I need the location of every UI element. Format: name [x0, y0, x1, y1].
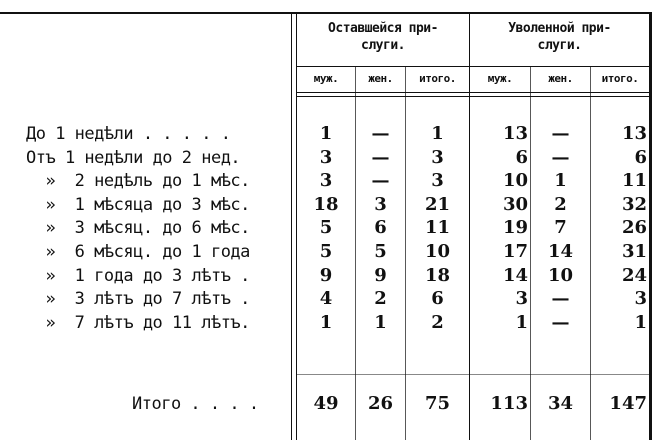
table-cell: 3 — [431, 146, 444, 168]
table-cell: 18 — [424, 264, 451, 286]
table-cell: 10 — [502, 170, 528, 192]
table-cell: 6 — [515, 146, 528, 168]
table-cell: 5 — [319, 241, 333, 262]
table-cell: 30 — [502, 193, 528, 215]
total-cell: 75 — [424, 393, 451, 414]
total-cell: 49 — [313, 393, 339, 414]
header-bottom-rule-2 — [297, 96, 649, 97]
table-cell: 6 — [374, 217, 387, 239]
table-cell: 10 — [547, 264, 574, 286]
column-header: итого. — [601, 72, 639, 85]
table-cell: 26 — [621, 217, 647, 239]
table-cell: 10 — [424, 241, 451, 262]
row-label: До 1 недѣли . . . . . — [26, 124, 231, 144]
row-label: » 1 мѣсяца до 3 мѣс. — [26, 194, 250, 215]
total-rule — [297, 374, 649, 375]
table-cell: 3 — [515, 288, 528, 310]
table-cell: — — [371, 123, 390, 144]
total-label: Итого . . . . — [132, 394, 259, 414]
table-cell: 3 — [374, 193, 387, 215]
table-cell: 3 — [319, 146, 333, 168]
table-cell: 5 — [374, 241, 387, 262]
table-cell: 32 — [621, 193, 647, 215]
row-label: » 2 недѣль до 1 мѣс. — [26, 171, 250, 192]
label-divider-1 — [291, 14, 292, 440]
row-label: » 3 лѣтъ до 7 лѣтъ . — [26, 289, 250, 310]
table-cell: — — [371, 146, 390, 168]
label-divider-2 — [296, 14, 297, 440]
table-cell: 3 — [319, 170, 333, 192]
table-cell: 11 — [424, 217, 451, 239]
column-divider — [530, 67, 531, 440]
total-cell: 147 — [609, 393, 647, 414]
table-cell: 3 — [634, 288, 647, 310]
column-divider — [405, 67, 406, 440]
column-divider — [355, 67, 356, 440]
total-cell: 34 — [547, 393, 574, 414]
table-cell: — — [551, 123, 570, 144]
table-cell: 1 — [431, 123, 444, 144]
table-cell: 14 — [547, 241, 574, 262]
row-label: » 7 лѣтъ до 11 лѣтъ. — [26, 312, 250, 333]
table-cell: 18 — [313, 193, 339, 215]
table-cell: 21 — [424, 193, 451, 215]
table-cell: 11 — [621, 170, 647, 192]
column-header: итого. — [419, 72, 456, 85]
row-label: » 3 мѣсяц. до 6 мѣс. — [26, 218, 250, 239]
table-cell: 1 — [319, 311, 333, 333]
table-cell: 2 — [374, 288, 387, 310]
column-divider — [590, 67, 591, 440]
column-header: муж. — [487, 72, 513, 85]
top-rule — [0, 12, 652, 14]
table-cell: 1 — [515, 311, 528, 333]
column-header: муж. — [313, 72, 339, 85]
group-header-remaining-servants: Оставшейся при- слуги. — [328, 21, 438, 53]
row-label: » 1 года до 3 лѣтъ . — [26, 265, 250, 286]
table-cell: — — [551, 311, 570, 333]
group-divider — [469, 14, 470, 440]
table-cell: 1 — [319, 123, 333, 144]
total-cell: 26 — [367, 393, 394, 414]
table-cell: 2 — [431, 311, 444, 333]
table-cell: 6 — [634, 146, 647, 168]
table-cell: 13 — [502, 123, 528, 144]
header-subrule — [297, 66, 649, 67]
table-cell: — — [551, 288, 570, 310]
table-cell: 7 — [554, 217, 567, 239]
row-label: Отъ 1 недѣли до 2 нед. — [26, 147, 241, 168]
table-cell: 31 — [621, 241, 647, 262]
header-bottom-rule-1 — [297, 92, 649, 93]
table-cell: 1 — [554, 170, 567, 192]
table-cell: 2 — [554, 193, 567, 215]
total-cell: 113 — [490, 393, 528, 414]
table-cell: 13 — [621, 123, 647, 144]
table-cell: 24 — [621, 264, 647, 286]
table-cell: 9 — [374, 264, 387, 286]
table-cell: 9 — [319, 264, 333, 286]
table-cell: 19 — [502, 217, 528, 239]
table-cell: 6 — [431, 288, 444, 310]
table-cell: 14 — [502, 264, 528, 286]
row-label: » 6 мѣсяц. до 1 года — [26, 242, 250, 262]
table-cell: 17 — [502, 241, 528, 262]
table-cell: 3 — [431, 170, 444, 192]
column-header: жен. — [368, 72, 393, 85]
table-cell: 1 — [634, 311, 647, 333]
table-cell: — — [371, 170, 390, 192]
table-cell: 5 — [319, 217, 333, 239]
table-cell: 4 — [319, 288, 333, 310]
right-border — [649, 12, 652, 440]
group-header-dismissed-servants: Уволенной при- слуги. — [508, 21, 611, 53]
column-header: жен. — [548, 72, 573, 85]
table-cell: — — [551, 146, 570, 168]
table-cell: 1 — [374, 311, 387, 333]
